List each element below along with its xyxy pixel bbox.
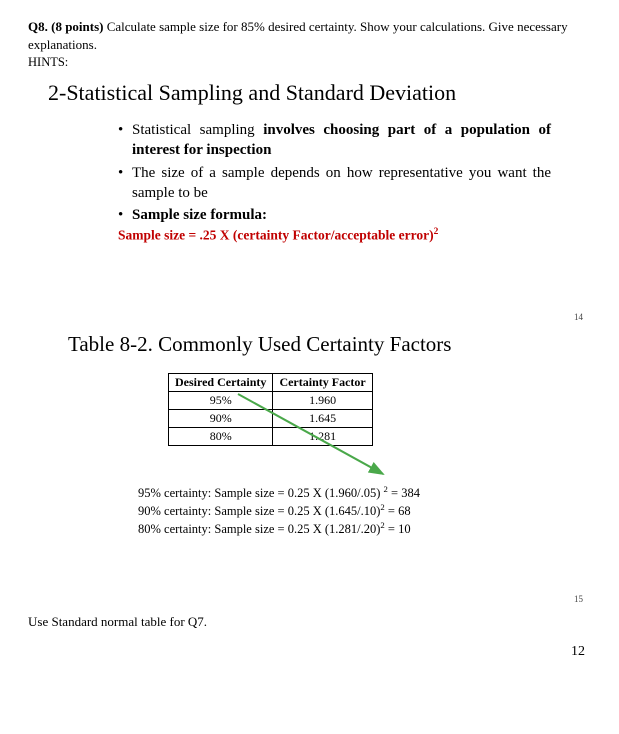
th-certainty-factor: Certainty Factor [273,373,372,391]
slide-number-14: 14 [28,312,583,322]
cell-cf-0: 1.960 [273,391,372,409]
slide-number-15: 15 [28,594,583,604]
table-row: 80% 1.281 [169,427,373,445]
bullet-3: Sample size formula: [118,205,551,225]
footer-note: Use Standard normal table for Q7. [28,614,591,630]
table-row: 90% 1.645 [169,409,373,427]
cell-cf-1: 1.645 [273,409,372,427]
page-number: 12 [28,644,585,660]
example-90: 90% certainty: Sample size = 0.25 X (1.6… [138,502,591,520]
formula-exponent: 2 [434,227,439,237]
cell-dc-2: 80% [169,427,273,445]
formula-text: Sample size = .25 X (certainty Factor/ac… [118,228,434,243]
question-text: Calculate sample size for 85% desired ce… [28,19,568,52]
bullet-1: Statistical sampling involves choosing p… [118,120,551,161]
page-container: Q8. (8 points) Calculate sample size for… [0,0,619,680]
th-desired-certainty: Desired Certainty [169,373,273,391]
worked-examples: 95% certainty: Sample size = 0.25 X (1.9… [138,484,591,538]
sample-size-formula: Sample size = .25 X (certainty Factor/ac… [118,227,551,244]
bullet-1-lead: Statistical sampling [132,122,263,138]
table-header-row: Desired Certainty Certainty Factor [169,373,373,391]
ex3-b: = 10 [385,522,411,536]
table-title: Table 8-2. Commonly Used Certainty Facto… [68,332,591,357]
question-line: Q8. (8 points) Calculate sample size for… [28,18,591,53]
hints-label: HINTS: [28,55,591,70]
cell-dc-1: 90% [169,409,273,427]
ex1-a: 95% certainty: Sample size = 0.25 X (1.9… [138,486,384,500]
section-title: 2-Statistical Sampling and Standard Devi… [48,80,591,106]
example-80: 80% certainty: Sample size = 0.25 X (1.2… [138,520,591,538]
question-number: Q8. (8 points) [28,19,103,34]
table-row: 95% 1.960 [169,391,373,409]
cell-dc-0: 95% [169,391,273,409]
bullet-list: Statistical sampling involves choosing p… [118,120,551,225]
example-95: 95% certainty: Sample size = 0.25 X (1.9… [138,484,591,502]
ex2-b: = 68 [385,504,411,518]
bullet-3-text: Sample size formula: [132,207,267,223]
ex3-a: 80% certainty: Sample size = 0.25 X (1.2… [138,522,380,536]
certainty-factor-table: Desired Certainty Certainty Factor 95% 1… [168,373,373,446]
bullet-2: The size of a sample depends on how repr… [118,163,551,204]
ex1-b: = 384 [388,486,420,500]
ex2-a: 90% certainty: Sample size = 0.25 X (1.6… [138,504,380,518]
cell-cf-2: 1.281 [273,427,372,445]
